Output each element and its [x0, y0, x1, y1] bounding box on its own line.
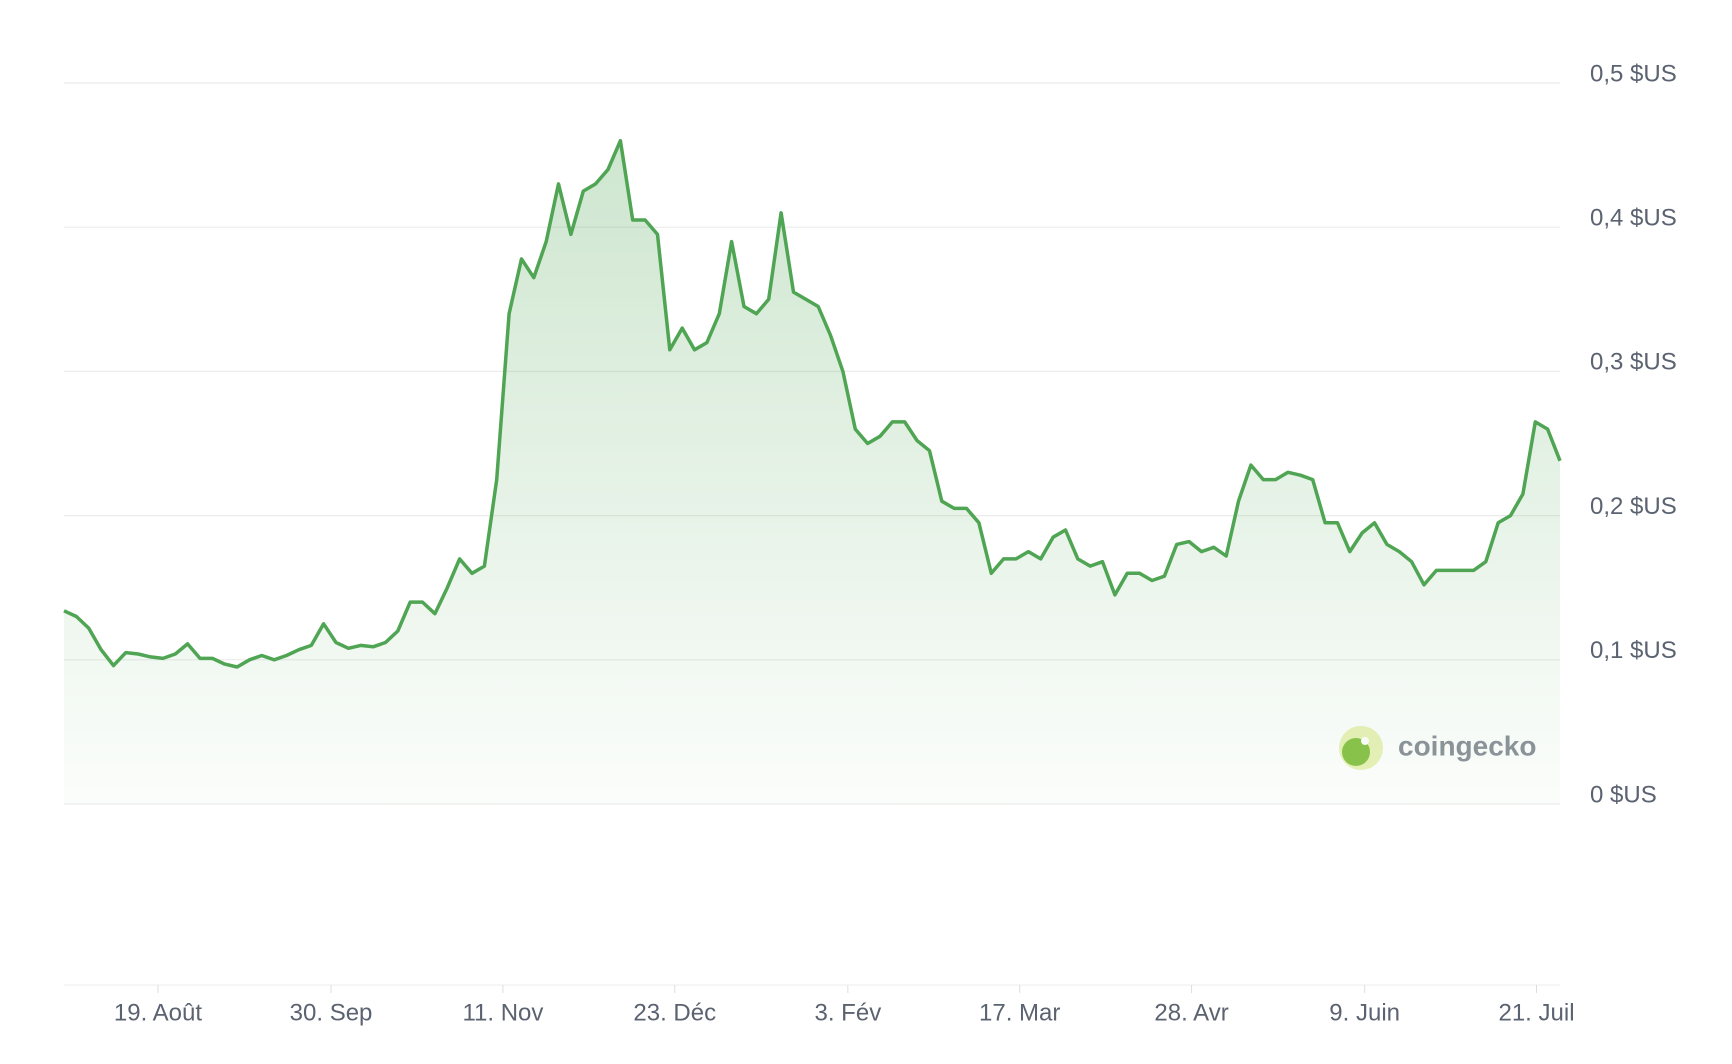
- x-tick-label: 17. Mar: [979, 999, 1060, 1026]
- y-tick-label: 0,2 $US: [1590, 493, 1677, 520]
- x-tick-label: 9. Juin: [1329, 999, 1400, 1026]
- x-tick-label: 3. Fév: [815, 999, 882, 1026]
- area-fill: [64, 140, 1560, 804]
- x-tick-label: 19. Août: [114, 999, 202, 1026]
- x-tick-label: 21. Juil: [1498, 999, 1574, 1026]
- y-tick-label: 0,4 $US: [1590, 205, 1677, 232]
- x-tick-label: 11. Nov: [462, 999, 543, 1026]
- y-tick-label: 0,5 $US: [1590, 60, 1677, 87]
- y-tick-label: 0 $US: [1590, 781, 1657, 808]
- y-tick-label: 0,1 $US: [1590, 637, 1677, 664]
- x-tick-label: 28. Avr: [1154, 999, 1228, 1026]
- y-tick-label: 0,3 $US: [1590, 349, 1677, 376]
- x-tick-label: 23. Déc: [633, 999, 716, 1026]
- x-tick-label: 30. Sep: [290, 999, 373, 1026]
- price-line: [63, 138, 1562, 669]
